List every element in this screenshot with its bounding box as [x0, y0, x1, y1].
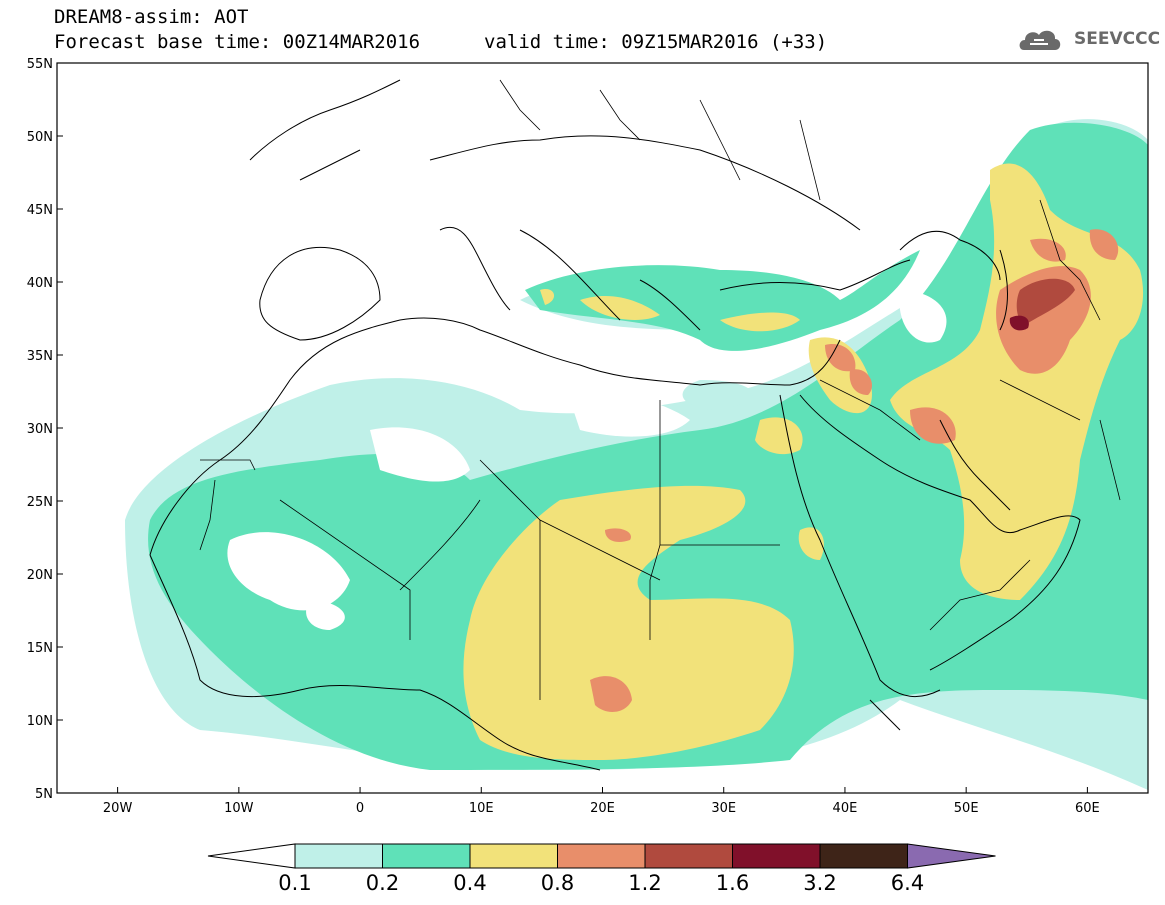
lon-tick-label: 20W: [103, 801, 133, 816]
lat-tick-label: 45N: [27, 203, 53, 218]
lon-tick-label: 0: [356, 801, 364, 816]
lon-tick-label: 10E: [469, 801, 494, 816]
lon-tick-label: 40E: [833, 801, 858, 816]
lat-tick-label: 5N: [35, 787, 53, 802]
forecast-base-time: Forecast base time: 00Z14MAR2016: [54, 31, 421, 53]
valid-time: valid time: 09Z15MAR2016 (+33): [484, 31, 828, 53]
lat-tick-label: 10N: [27, 714, 53, 729]
colorbar-label: 0.2: [365, 871, 400, 895]
lat-tick-label: 55N: [27, 57, 53, 72]
colorbar-label: 1.6: [715, 871, 750, 895]
colorbar-label: 1.2: [628, 871, 662, 895]
country-borders: [199, 79, 1121, 700]
cloud-icon: [1019, 30, 1061, 50]
lat-tick-label: 30N: [27, 422, 53, 437]
lon-tick-label: 10W: [224, 801, 254, 816]
aot-contour-0.2: [148, 122, 1148, 770]
aot-contour-1.2: [1016, 278, 1075, 325]
lat-tick-label: 35N: [27, 349, 53, 364]
lat-tick-label: 50N: [27, 130, 53, 145]
lat-tick-label: 15N: [27, 641, 53, 656]
seevccc-logo-text: SEEVCCC: [1074, 29, 1161, 49]
lon-tick-label: 50E: [954, 801, 979, 816]
map-title: DREAM8-assim: AOT: [54, 6, 249, 28]
coastlines: [149, 79, 1081, 771]
aot-contour-1.6: [1009, 315, 1029, 331]
lon-tick-label: 60E: [1075, 801, 1100, 816]
colorbar-label: 0.1: [278, 871, 312, 895]
colorbar-label: 3.2: [803, 871, 837, 895]
colorbar-label: 6.4: [890, 871, 925, 895]
colorbar-label: 0.8: [540, 871, 575, 895]
lat-tick-label: 20N: [27, 568, 53, 583]
lat-tick-label: 40N: [27, 276, 53, 291]
lon-tick-label: 20E: [590, 801, 615, 816]
lat-tick-label: 25N: [27, 495, 53, 510]
colorbar-label: 0.4: [453, 871, 487, 895]
lon-tick-label: 30E: [711, 801, 736, 816]
